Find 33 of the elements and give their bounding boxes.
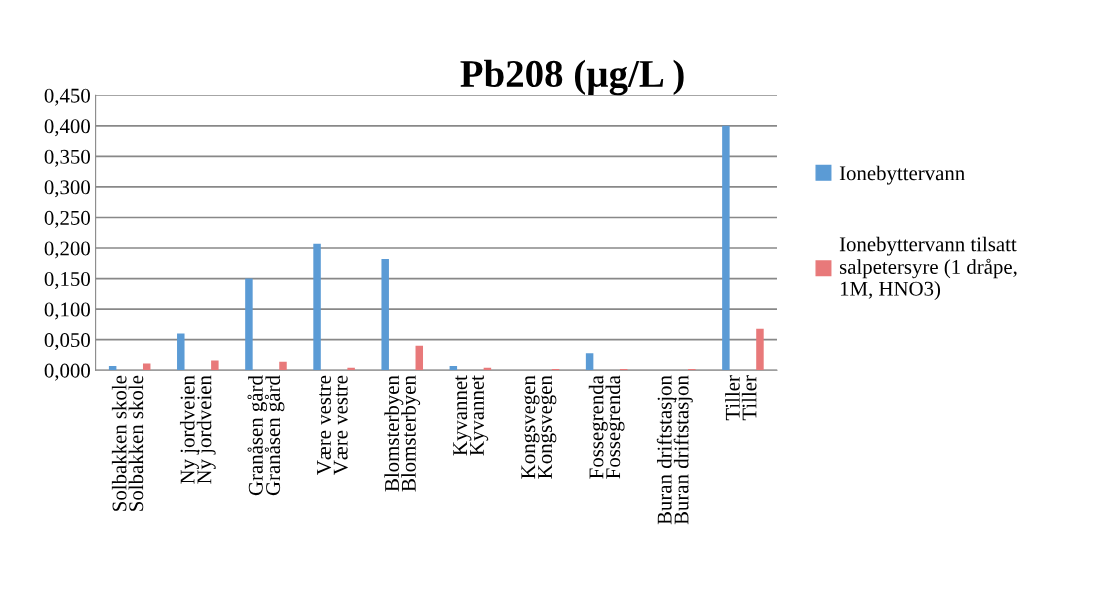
- x-tick-label: Være vestre Være vestre: [317, 375, 348, 475]
- chart-title: Pb208 (µg/L ): [460, 59, 684, 96]
- bar: [722, 125, 730, 371]
- x-tick-label: Fossegrenda Fossegrenda: [588, 375, 625, 479]
- y-tick-label: 0,300: [44, 180, 90, 198]
- x-tick-label: Solbakken skole Solbakken skole: [111, 375, 144, 511]
- y-tick-label: 0,200: [44, 241, 90, 259]
- y-tick-label: 0,050: [44, 333, 90, 351]
- bar: [756, 328, 764, 371]
- y-tick-label: 0,000: [44, 363, 90, 381]
- bar: [381, 259, 389, 371]
- bar: [177, 333, 185, 371]
- x-tick-label: Tiller Tiller: [725, 375, 757, 421]
- bar: [245, 278, 253, 371]
- x-tick-label: Ny jordveien Ny jordveien: [179, 375, 216, 484]
- y-tick-label: 0,350: [44, 149, 90, 167]
- x-tick-label: Buran driftstasjon Buran driftstasjon: [656, 375, 693, 525]
- bar: [211, 360, 219, 371]
- x-tick-label: Blomsterbyen Blomsterbyen: [384, 375, 421, 492]
- bar: [279, 361, 287, 371]
- y-tick-label: 0,450: [44, 88, 90, 106]
- y-tick-label: 0,150: [44, 271, 90, 290]
- x-tick-label: Granåsen gård Granåsen gård: [247, 375, 285, 496]
- x-tick-label: Kyvannet Kyvannet: [453, 375, 489, 456]
- bar: [415, 345, 424, 371]
- y-tick-label: 0,100: [44, 302, 90, 320]
- x-tick-label: Kongsvegen Kongsvegen: [521, 375, 557, 479]
- y-tick-label: 0,250: [44, 210, 90, 228]
- bar: [313, 243, 321, 371]
- y-tick-label: 0,400: [44, 119, 90, 137]
- legend-label: Ionebyttervann: [839, 165, 965, 185]
- bar: [585, 353, 594, 371]
- legend-label: Ionebyttervann tilsatt salpetersyre (1 dråpe, 1M, HNO3): [839, 236, 1017, 301]
